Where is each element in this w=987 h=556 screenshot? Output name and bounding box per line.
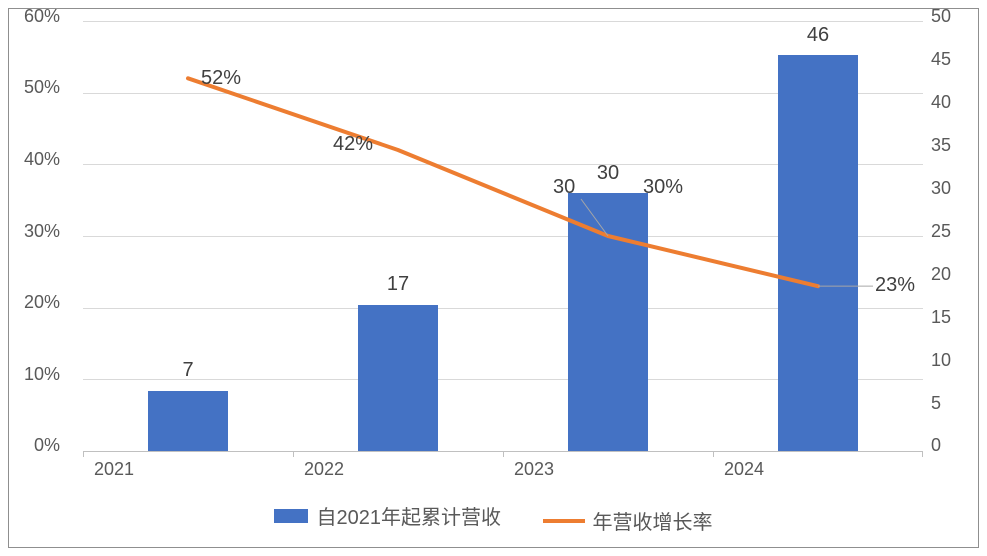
y-right-tick-8: 40 <box>931 92 981 113</box>
x-tick <box>83 451 84 457</box>
y-right-tick-10: 50 <box>931 6 981 27</box>
x-label-2024: 2024 <box>684 459 804 480</box>
y-right-tick-2: 10 <box>931 350 981 371</box>
legend-swatch-line <box>543 519 585 523</box>
y-right-tick-7: 35 <box>931 135 981 156</box>
plot-area: 7 17 30 46 52% 42% 30% 23% 30 <box>83 21 923 451</box>
y-left-tick-3: 30% <box>0 221 60 242</box>
x-tick <box>713 451 714 457</box>
line-label-2022: 42% <box>333 133 373 156</box>
legend-label-line: 年营收增长率 <box>593 506 713 535</box>
legend-item-bars: 自2021年起累计营收 <box>274 501 501 530</box>
x-label-2021: 2021 <box>54 459 174 480</box>
legend-item-line: 年营收增长率 <box>543 506 713 535</box>
chart-frame: 0% 10% 20% 30% 40% 50% 60% 0 5 10 15 20 … <box>8 8 979 548</box>
x-tick <box>922 451 923 457</box>
line-label-2023-dup: 30 <box>553 176 575 199</box>
y-right-tick-3: 15 <box>931 307 981 328</box>
x-label-2022: 2022 <box>264 459 384 480</box>
y-right-tick-6: 30 <box>931 178 981 199</box>
y-left-tick-1: 10% <box>0 364 60 385</box>
y-left-tick-4: 40% <box>0 149 60 170</box>
y-right-tick-9: 45 <box>931 49 981 70</box>
x-tick <box>293 451 294 457</box>
legend: 自2021年起累计营收 年营收增长率 <box>9 501 978 535</box>
line-label-2021: 52% <box>201 67 241 90</box>
legend-label-bars: 自2021年起累计营收 <box>316 501 501 530</box>
line-label-2024: 23% <box>875 274 915 297</box>
x-label-2023: 2023 <box>474 459 594 480</box>
y-right-tick-5: 25 <box>931 221 981 242</box>
x-tick <box>503 451 504 457</box>
y-left-tick-5: 50% <box>0 77 60 98</box>
line-label-2023: 30% <box>643 176 683 199</box>
y-right-tick-0: 0 <box>931 435 981 456</box>
y-right-tick-4: 20 <box>931 264 981 285</box>
legend-swatch-bar <box>274 509 308 523</box>
y-left-tick-6: 60% <box>0 6 60 27</box>
y-right-tick-1: 5 <box>931 393 981 414</box>
y-left-tick-2: 20% <box>0 292 60 313</box>
y-left-tick-0: 0% <box>0 435 60 456</box>
